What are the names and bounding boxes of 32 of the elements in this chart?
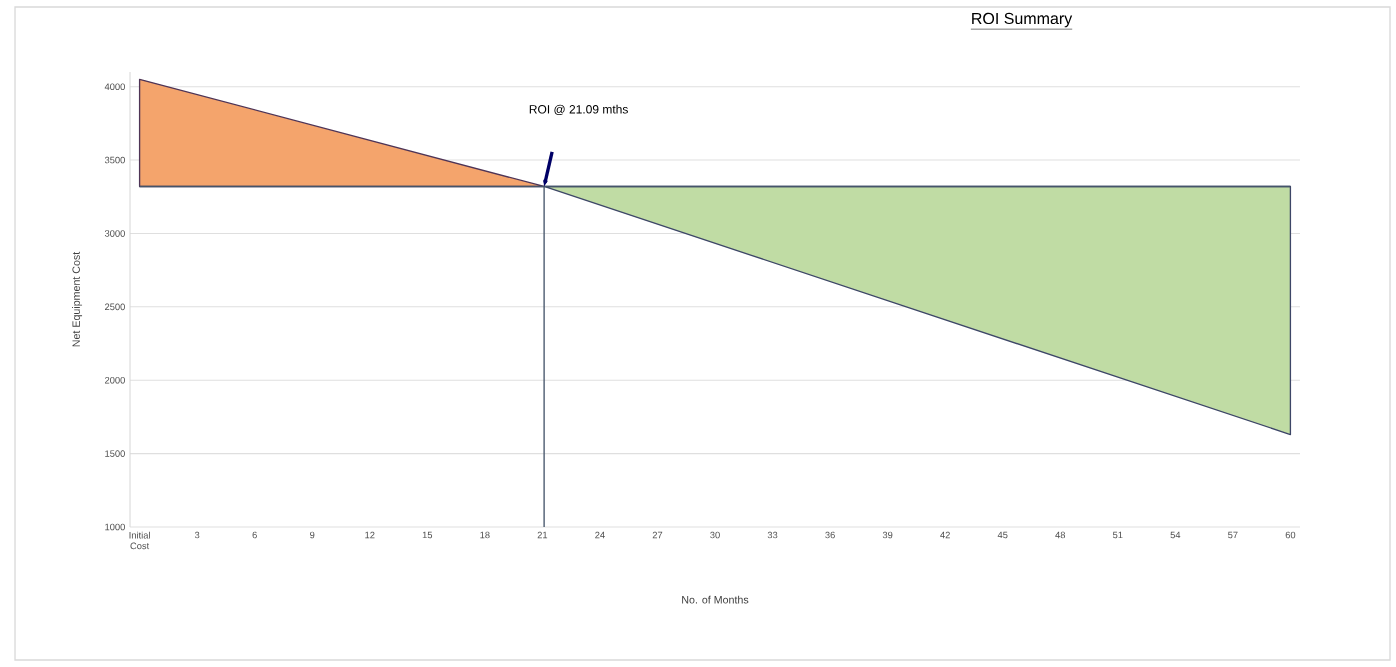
x-tick-label: 42 xyxy=(940,531,950,539)
x-tick-label: 3 xyxy=(194,531,200,539)
x-tick-label: 54 xyxy=(1170,531,1181,539)
x-tick-label: 21 xyxy=(537,531,548,539)
x-tick-label: Initial Cost xyxy=(129,531,150,550)
chart-title: ROI Summary xyxy=(972,12,1073,28)
x-tick-label: 27 xyxy=(652,531,663,539)
x-tick-label: 18 xyxy=(480,531,490,539)
x-tick-label: 39 xyxy=(882,531,893,539)
y-tick-label: 3000 xyxy=(104,230,125,237)
y-tick-label: 3500 xyxy=(104,156,125,164)
y-tick-label: 4000 xyxy=(104,83,125,90)
x-tick-label: 24 xyxy=(595,531,605,539)
x-tick-label: 30 xyxy=(710,531,720,539)
x-tick-label: 51 xyxy=(1112,531,1123,539)
y-axis-title: Net Equipment Cost xyxy=(72,251,83,347)
x-tick-label: 48 xyxy=(1055,531,1066,539)
annotation: ROI @ 21.09 mths xyxy=(529,104,628,116)
y-tick-label: 2500 xyxy=(105,303,125,311)
x-tick-label: 15 xyxy=(422,531,433,539)
x-tick-label: 45 xyxy=(997,531,1008,539)
y-tick-label: 1500 xyxy=(105,450,125,457)
x-tick-label: 12 xyxy=(365,531,375,539)
y-tick-label: 2000 xyxy=(105,376,125,384)
x-axis-title: No. of Months xyxy=(682,595,749,604)
x-tick-label: 6 xyxy=(252,531,257,539)
x-tick-label: 60 xyxy=(1285,531,1296,539)
x-tick-label: 9 xyxy=(310,531,315,539)
x-tick-label: 36 xyxy=(825,531,835,539)
x-tick-label: 33 xyxy=(767,531,778,539)
y-tick-label: 1000 xyxy=(105,523,125,531)
x-tick-label: 57 xyxy=(1228,531,1238,539)
